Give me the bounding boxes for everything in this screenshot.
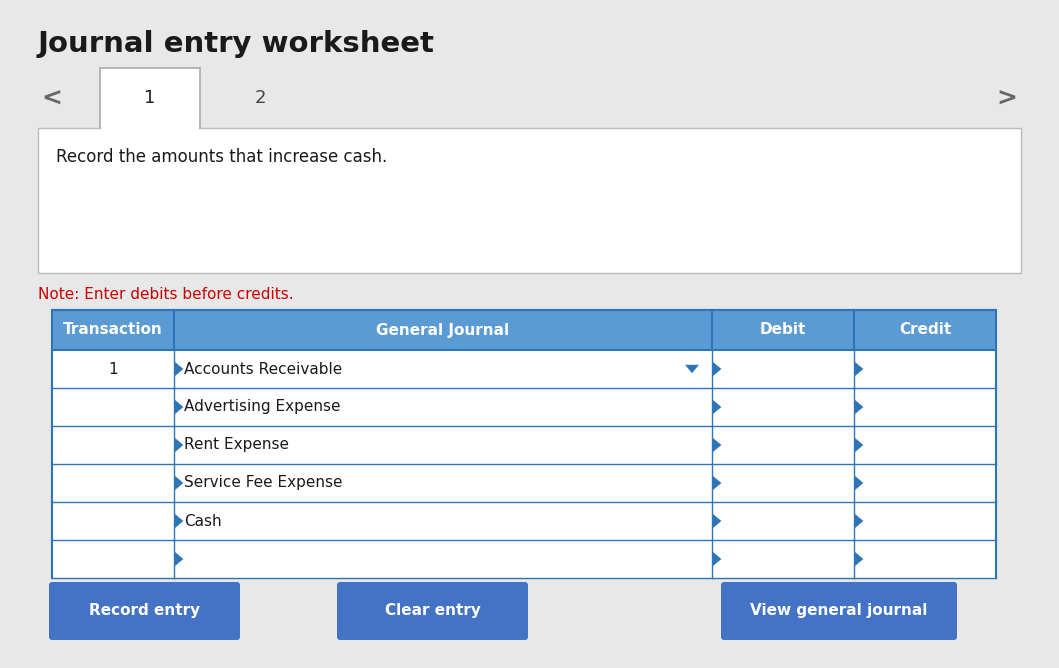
FancyBboxPatch shape (52, 502, 997, 540)
Text: Rent Expense: Rent Expense (184, 438, 289, 452)
Text: Journal entry worksheet: Journal entry worksheet (38, 30, 435, 58)
Polygon shape (713, 400, 721, 414)
Text: Advertising Expense: Advertising Expense (184, 399, 341, 415)
Text: Transaction: Transaction (64, 323, 163, 337)
Polygon shape (713, 438, 721, 452)
Text: Clear entry: Clear entry (384, 603, 481, 619)
Polygon shape (175, 552, 183, 566)
FancyBboxPatch shape (52, 426, 997, 464)
FancyBboxPatch shape (52, 310, 997, 350)
Polygon shape (713, 476, 721, 490)
Polygon shape (855, 552, 863, 566)
Text: Note: Enter debits before credits.: Note: Enter debits before credits. (38, 287, 293, 302)
Polygon shape (855, 400, 863, 414)
Polygon shape (713, 514, 721, 528)
FancyBboxPatch shape (38, 128, 1021, 273)
Text: Record entry: Record entry (89, 603, 200, 619)
Polygon shape (175, 476, 183, 490)
Polygon shape (713, 362, 721, 376)
Polygon shape (175, 438, 183, 452)
FancyBboxPatch shape (100, 68, 200, 128)
Polygon shape (855, 362, 863, 376)
Polygon shape (713, 552, 721, 566)
Polygon shape (685, 365, 699, 373)
FancyBboxPatch shape (52, 464, 997, 502)
Polygon shape (175, 514, 183, 528)
Polygon shape (175, 362, 183, 376)
Text: Cash: Cash (184, 514, 222, 528)
Text: View general journal: View general journal (751, 603, 928, 619)
Polygon shape (175, 400, 183, 414)
FancyBboxPatch shape (721, 582, 957, 640)
FancyBboxPatch shape (52, 388, 997, 426)
Text: 2: 2 (254, 89, 266, 107)
FancyBboxPatch shape (52, 540, 997, 578)
FancyBboxPatch shape (38, 68, 1021, 130)
Polygon shape (855, 476, 863, 490)
FancyBboxPatch shape (337, 582, 528, 640)
Text: <: < (41, 87, 62, 111)
FancyBboxPatch shape (52, 350, 997, 388)
Text: Debit: Debit (759, 323, 806, 337)
Text: Accounts Receivable: Accounts Receivable (184, 361, 343, 377)
FancyBboxPatch shape (101, 127, 199, 131)
FancyBboxPatch shape (49, 582, 240, 640)
Text: 1: 1 (108, 361, 118, 377)
Text: General Journal: General Journal (376, 323, 509, 337)
Text: Record the amounts that increase cash.: Record the amounts that increase cash. (56, 148, 388, 166)
Text: Credit: Credit (899, 323, 951, 337)
Text: >: > (997, 87, 1018, 111)
Text: 1: 1 (144, 89, 156, 107)
Polygon shape (855, 438, 863, 452)
Polygon shape (855, 514, 863, 528)
Text: Service Fee Expense: Service Fee Expense (184, 476, 343, 490)
